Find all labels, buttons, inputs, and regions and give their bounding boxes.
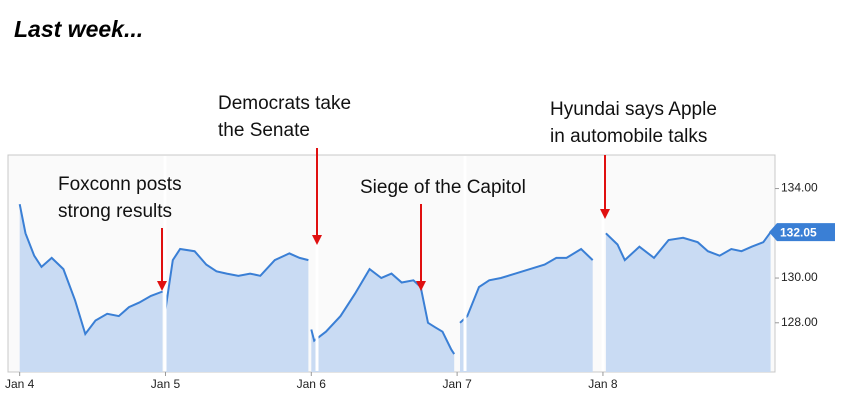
session-gaps [163,156,605,371]
annotation: Siege of the Capitol [360,177,526,198]
x-tick-label: Jan 8 [588,377,618,391]
annotation: Hyundai says Apple [550,99,717,120]
area [19,204,771,372]
line [18,204,772,355]
y-tick-label: 134.00 [781,181,818,195]
chart-title: Last week... [14,16,143,42]
x-tick-label: Jan 4 [5,377,35,391]
plot [18,204,772,372]
price-label: 132.05 [780,225,817,239]
y-tick-label: 128.00 [781,315,818,329]
x-tick-label: Jan 7 [442,377,472,391]
annotation: the Senate [218,120,310,141]
annotations: Foxconn posts strong results Democrats tak… [58,93,717,291]
x-tick-label: Jan 5 [151,377,181,391]
annotation: strong results [58,201,172,222]
annotation: Foxconn posts [58,174,182,195]
price-badge [769,223,835,242]
x-tick-label: Jan 6 [297,377,327,391]
y-tick-label: 130.00 [781,270,818,284]
annotation: in automobile talks [550,126,707,147]
annotation: Democrats take [218,93,351,114]
